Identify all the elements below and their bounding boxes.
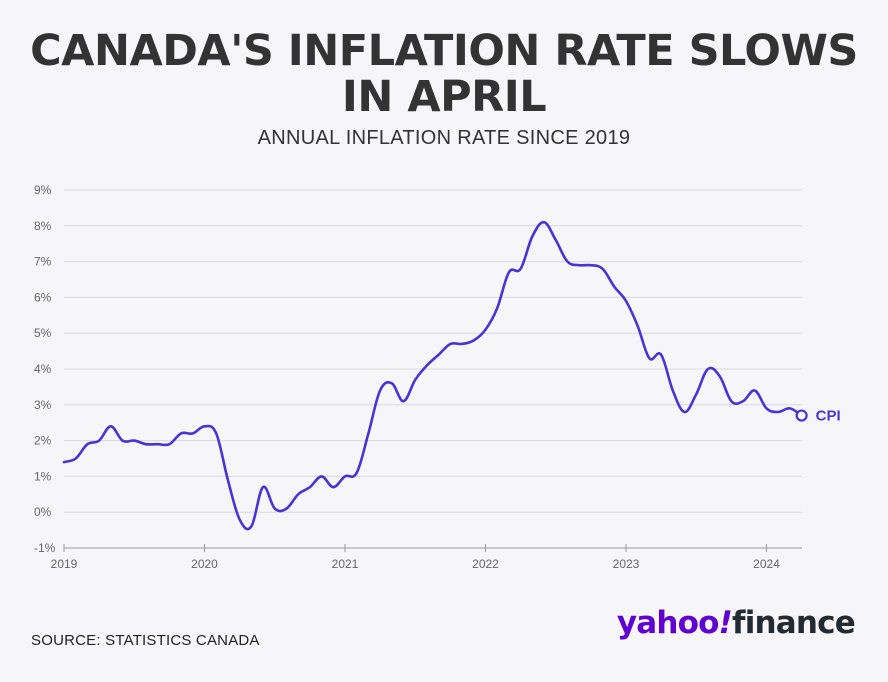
source-note: SOURCE: STATISTICS CANADA [31, 632, 260, 649]
y-tick-label: 1% [34, 469, 52, 483]
x-tick-label: 2023 [613, 557, 640, 571]
y-tick-label: 6% [34, 290, 52, 304]
x-tick-label: 2022 [472, 557, 499, 571]
yahoo-finance-logo: yahoo!finance [616, 605, 856, 641]
y-tick-label: 7% [34, 255, 52, 269]
cpi-end-marker [795, 409, 808, 422]
cpi-series-line [62, 220, 803, 531]
y-tick-label: 9% [34, 183, 52, 197]
y-tick-label: 3% [34, 398, 52, 412]
y-tick-label: 2% [34, 434, 52, 448]
x-tick-label: 2019 [51, 557, 78, 571]
chart-subtitle: ANNUAL INFLATION RATE SINCE 2019 [257, 127, 631, 149]
cpi-series-label: CPI [816, 408, 841, 425]
chart-title: CANADA'S INFLATION RATE SLOWS IN APRIL [30, 26, 858, 122]
y-tick-label: 0% [34, 505, 52, 519]
x-tick-label: 2024 [753, 557, 780, 571]
x-tick-label: 2021 [332, 557, 359, 571]
y-tick-label: 8% [34, 219, 52, 233]
y-tick-label: 5% [34, 326, 52, 340]
y-tick-label: 4% [34, 362, 52, 376]
y-tick-label: -1% [34, 541, 56, 555]
x-tick-label: 2020 [191, 557, 218, 571]
